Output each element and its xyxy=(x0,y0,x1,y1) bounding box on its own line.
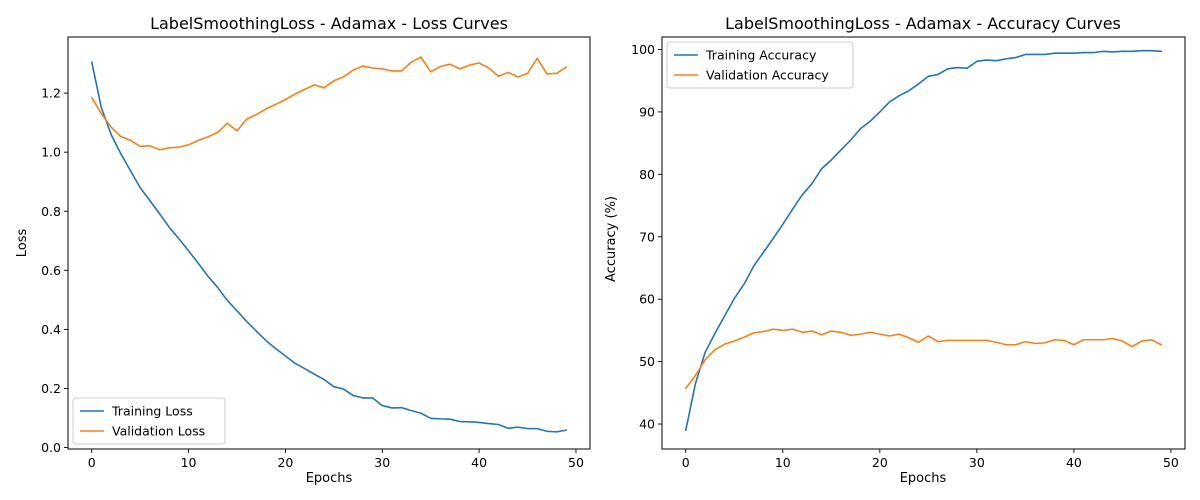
loss-chart-ytick-label: 0.8 xyxy=(41,204,61,219)
loss-chart-xtick-label: 40 xyxy=(471,455,487,470)
loss-chart-ticks: 0 10 20 30 40 50 0.0 0.2 0.4 0.6 0.8 1.0 1.2 xyxy=(41,86,584,470)
accuracy-chart-series-0-line xyxy=(684,49,1163,432)
loss-chart-xtick-label: 10 xyxy=(181,455,197,470)
accuracy-chart-ytick-label: 70 xyxy=(639,229,655,244)
loss-chart-title: LabelSmoothingLoss - Adamax - Loss Curve… xyxy=(150,14,508,33)
accuracy-chart-legend-label: Training Accuracy xyxy=(705,48,817,63)
loss-chart-xtick-label: 20 xyxy=(277,455,293,470)
loss-chart-xtick-label: 30 xyxy=(374,455,390,470)
accuracy-chart-ytick-label: 40 xyxy=(639,417,655,432)
accuracy-chart-ytick-label: 60 xyxy=(639,292,655,307)
loss-chart-series-0-line xyxy=(90,61,568,433)
loss-chart: LabelSmoothingLoss - Adamax - Loss Curve… xyxy=(15,14,591,486)
accuracy-chart-ylabel: Accuracy (%) xyxy=(604,196,619,282)
loss-chart-ytick-label: 0.2 xyxy=(41,381,61,396)
accuracy-chart-ytick-label: 100 xyxy=(631,42,655,57)
accuracy-chart-ytick-label: 90 xyxy=(639,104,655,119)
accuracy-chart: LabelSmoothingLoss - Adamax - Accuracy C… xyxy=(604,14,1186,486)
loss-chart-xlabel: Epochs xyxy=(306,471,353,486)
loss-chart-ytick-label: 1.0 xyxy=(41,145,61,160)
accuracy-chart-legend-label: Validation Accuracy xyxy=(706,68,829,83)
accuracy-chart-ytick-label: 50 xyxy=(639,354,655,369)
accuracy-chart-series xyxy=(684,49,1163,432)
loss-chart-legend-label: Validation Loss xyxy=(112,424,205,439)
accuracy-chart-ytick-label: 80 xyxy=(639,167,655,182)
loss-chart-ytick-label: 1.2 xyxy=(41,86,61,101)
accuracy-chart-legend-box xyxy=(666,41,854,89)
accuracy-chart-xlabel: Epochs xyxy=(900,471,947,486)
accuracy-chart-xtick-label: 20 xyxy=(872,455,888,470)
accuracy-chart-xtick-label: 0 xyxy=(682,455,690,470)
accuracy-chart-xtick-label: 30 xyxy=(969,455,985,470)
accuracy-chart-xtick-label: 40 xyxy=(1066,455,1082,470)
loss-chart-xtick-label: 0 xyxy=(88,455,96,470)
loss-chart-ytick-label: 0.6 xyxy=(41,263,61,278)
accuracy-chart-plot-frame xyxy=(661,36,1186,450)
accuracy-chart-ticks: 0 10 20 30 40 50 40 50 60 70 80 90 100 xyxy=(631,42,1179,470)
loss-chart-ytick-label: 0.0 xyxy=(41,440,61,455)
loss-chart-series-1-line xyxy=(90,56,568,151)
accuracy-chart-xtick-label: 10 xyxy=(775,455,791,470)
accuracy-chart-xtick-label: 50 xyxy=(1163,455,1179,470)
loss-chart-xtick-label: 50 xyxy=(568,455,584,470)
loss-chart-series xyxy=(90,56,568,433)
loss-chart-legend-box xyxy=(72,397,226,445)
loss-chart-ytick-label: 0.4 xyxy=(41,322,61,337)
loss-chart-plot-frame xyxy=(67,36,591,450)
accuracy-chart-title: LabelSmoothingLoss - Adamax - Accuracy C… xyxy=(725,14,1121,33)
loss-chart-legend: Training Loss Validation Loss xyxy=(72,397,226,445)
accuracy-chart-legend: Training Accuracy Validation Accuracy xyxy=(666,41,854,89)
loss-chart-ylabel: Loss xyxy=(15,229,30,258)
accuracy-chart-series-1-line xyxy=(684,328,1163,390)
loss-chart-legend-label: Training Loss xyxy=(111,404,193,419)
